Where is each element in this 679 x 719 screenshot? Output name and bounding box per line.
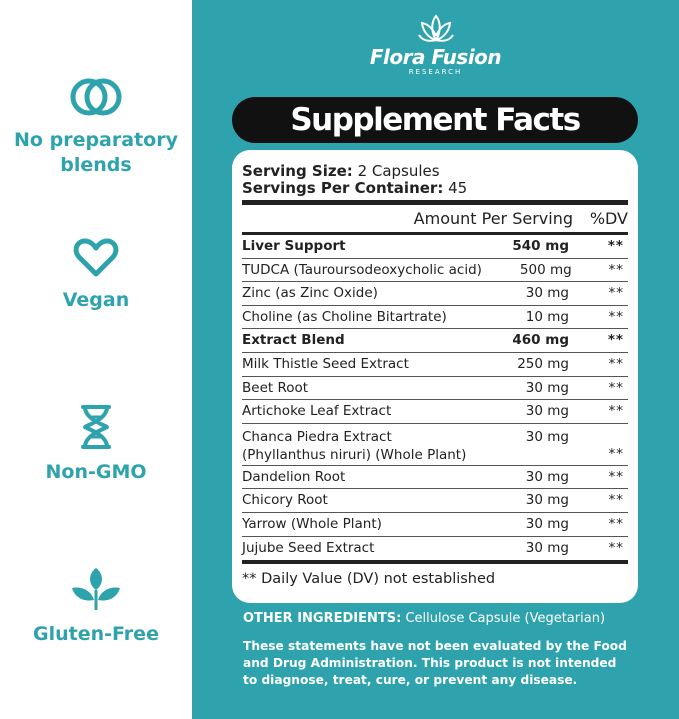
feature-vegan: Vegan [0,238,192,313]
table-row: Liver Support 540 mg ** [242,235,628,259]
amount-header: Amount Per Serving [413,209,573,228]
table-row: Milk Thistle Seed Extract 250 mg ** [242,353,628,377]
other-ingredients: OTHER INGREDIENTS: Cellulose Capsule (Ve… [243,611,606,626]
table-row: Zinc (as Zinc Oxide) 30 mg ** [242,282,628,306]
table-header: Amount Per Serving %DV [242,205,628,232]
brand-name: Flora Fusion [369,45,502,69]
brand-subtitle: RESEARCH [408,68,463,76]
table-row: Yarrow (Whole Plant) 30 mg ** [242,513,628,537]
divider [242,232,628,235]
feature-no-preparatory-blends: No preparatory blends [0,76,192,178]
servings-per-container: Servings Per Container: 45 [242,179,468,197]
serving-size: Serving Size: 2 Capsules [242,162,440,180]
lotus-icon [417,14,454,42]
features-panel: No preparatory blends Vegan Non-GMO [0,0,192,719]
dna-icon [81,405,111,449]
table-row: Chanca Piedra Extract (Phyllanthus niruri… [242,424,628,466]
table-row: Beet Root 30 mg ** [242,377,628,401]
table-row: Artichoke Leaf Extract 30 mg ** [242,400,628,424]
dv-header: %DV [589,209,628,228]
brand-logo: Flora Fusion RESEARCH [192,14,679,77]
table-row: TUDCA (Tauroursodeoxycholic acid) 500 mg *… [242,259,628,283]
interlocking-rings-icon [70,78,122,116]
table-row: Chicory Root 30 mg ** [242,489,628,513]
divider [242,560,628,565]
table-row: Jujube Seed Extract 30 mg ** [242,539,624,556]
feature-label: Gluten-Free [33,623,159,645]
supplement-facts-card: Serving Size: 2 Capsules Servings Per Co… [232,150,638,603]
table-row: Extract Blend 460 mg ** [242,329,628,353]
feature-non-gmo: Non-GMO [0,404,192,485]
feature-label: Non-GMO [45,461,147,483]
table-row: Dandelion Root 30 mg ** [242,466,628,490]
heart-icon [73,238,119,277]
sprout-icon [72,568,120,610]
supplement-facts-title: Supplement Facts [232,97,638,143]
divider [242,200,628,205]
dv-footnote: ** Daily Value (DV) not established [242,571,496,588]
feature-gluten-free: Gluten-Free [0,566,192,647]
table-row: Choline (as Choline Bitartrate) 10 mg ** [242,306,628,330]
feature-label: No preparatory blends [14,129,178,176]
feature-label: Vegan [62,289,130,311]
fda-disclaimer: These statements have not been evaluated… [243,639,627,687]
